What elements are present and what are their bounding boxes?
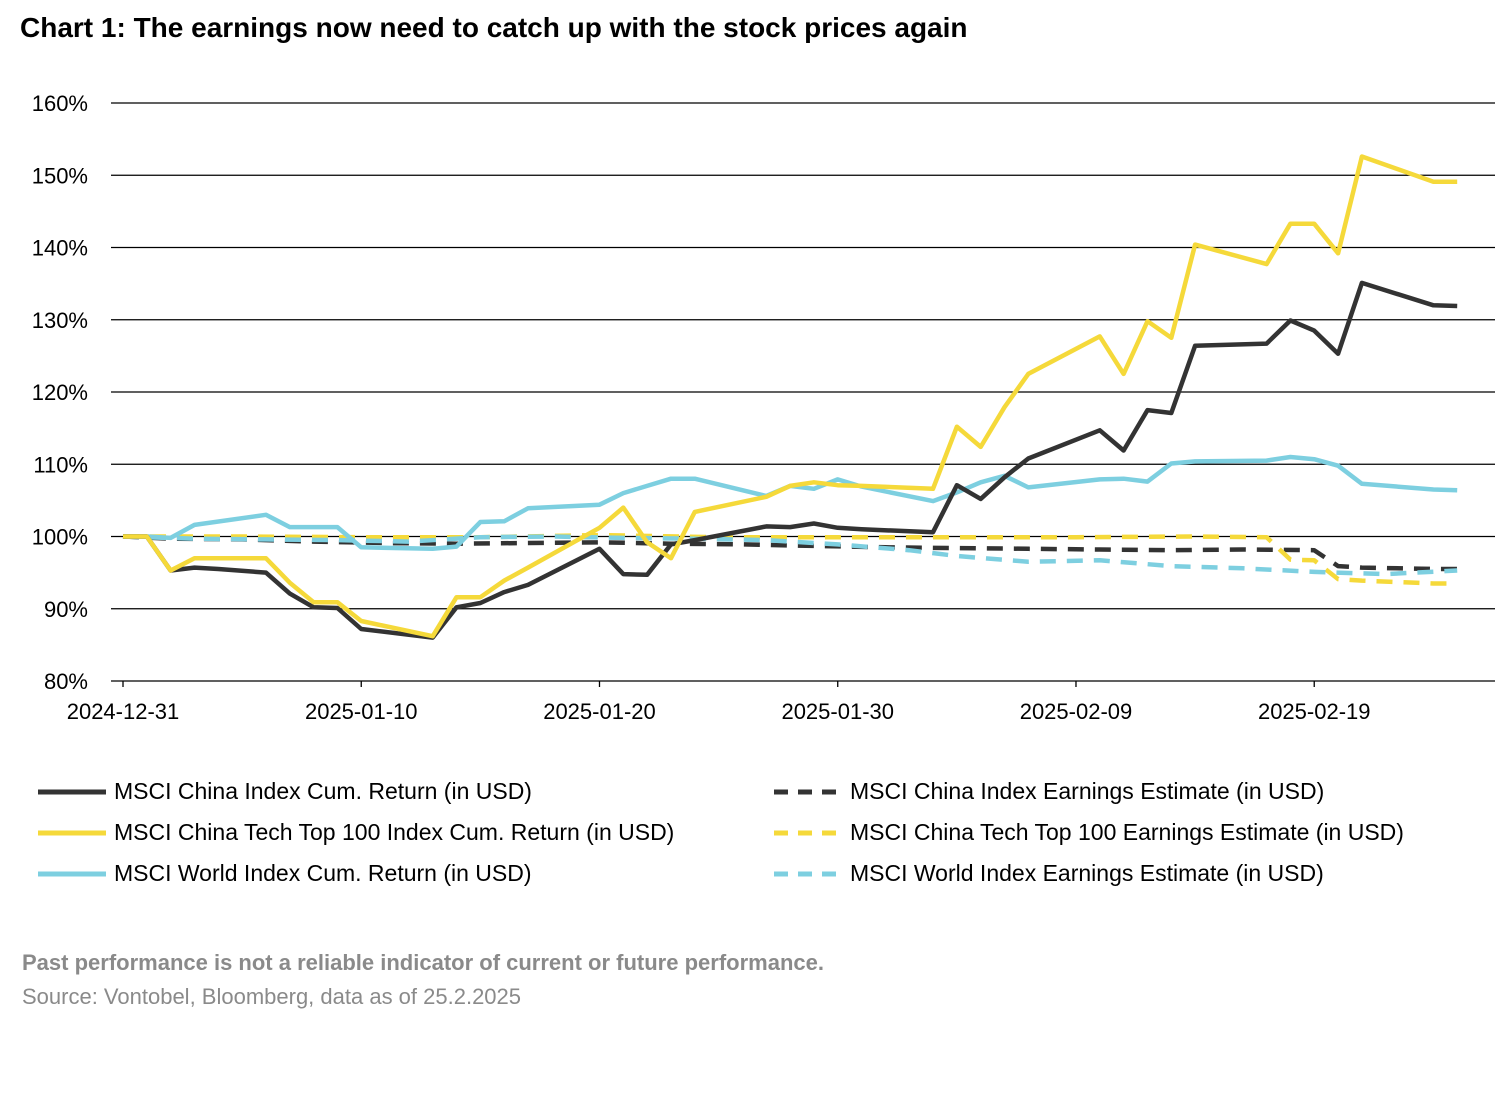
y-tick-label: 90% <box>44 597 88 622</box>
legend-label: MSCI China Index Cum. Return (in USD) <box>114 778 532 804</box>
legend: MSCI China Index Cum. Return (in USD) MS… <box>36 778 1496 908</box>
y-tick-label: 100% <box>32 525 88 550</box>
x-tick-label: 2025-01-30 <box>781 699 894 724</box>
legend-label: MSCI China Index Earnings Estimate (in U… <box>850 778 1325 804</box>
x-axis-ticks: 2024-12-31 2025-01-10 2025-01-20 2025-01-30… <box>67 681 1371 724</box>
legend-item-china-earnings: MSCI China Index Earnings Estimate (in U… <box>772 778 1324 805</box>
disclaimer: Past performance is not a reliable indic… <box>22 950 824 975</box>
series-line-5 <box>122 534 1458 577</box>
series-line-4 <box>123 532 1458 586</box>
chart-title: Chart 1: The earnings now need to catch … <box>20 12 968 43</box>
y-axis-ticks: 80% 90% 100% 110% 120% 130% 140% 150% 160% <box>32 91 88 694</box>
y-tick-label: 130% <box>32 308 88 333</box>
legend-label: MSCI China Tech Top 100 Earnings Estimat… <box>850 819 1404 845</box>
legend-swatch-china-earnings <box>774 789 842 794</box>
legend-item-china-return: MSCI China Index Cum. Return (in USD) <box>36 778 532 805</box>
legend-swatch-world-earnings <box>774 871 842 876</box>
legend-item-world-earnings: MSCI World Index Earnings Estimate (in U… <box>772 860 1324 887</box>
y-tick-label: 140% <box>32 236 88 261</box>
y-tick-label: 160% <box>32 91 88 116</box>
legend-item-china-tech-earnings: MSCI China Tech Top 100 Earnings Estimat… <box>772 819 1404 846</box>
legend-swatch-china-tech-return <box>38 830 106 835</box>
y-tick-label: 110% <box>33 452 88 477</box>
y-tick-label: 80% <box>44 669 88 694</box>
gridlines <box>111 102 1495 682</box>
x-tick-label: 2025-02-19 <box>1258 699 1371 724</box>
legend-label: MSCI World Index Earnings Estimate (in U… <box>850 860 1324 886</box>
legend-item-china-tech-return: MSCI China Tech Top 100 Index Cum. Retur… <box>36 819 674 846</box>
legend-label: MSCI World Index Cum. Return (in USD) <box>114 860 532 886</box>
legend-item-world-return: MSCI World Index Cum. Return (in USD) <box>36 860 532 887</box>
x-tick-label: 2025-01-20 <box>543 699 656 724</box>
x-tick-label: 2025-02-09 <box>1020 699 1133 724</box>
source-note: Source: Vontobel, Bloomberg, data as of … <box>22 984 522 1009</box>
legend-swatch-china-return <box>38 789 106 794</box>
y-tick-label: 120% <box>32 380 88 405</box>
x-tick-label: 2024-12-31 <box>67 699 180 724</box>
legend-swatch-china-tech-earnings <box>774 830 842 835</box>
series-line-1 <box>123 154 1458 639</box>
legend-label: MSCI China Tech Top 100 Index Cum. Retur… <box>114 819 675 845</box>
y-tick-label: 150% <box>32 163 88 188</box>
series-lines <box>122 154 1458 640</box>
legend-swatch-world-return <box>38 871 106 876</box>
line-chart: 80% 90% 100% 110% 120% 130% 140% 150% 160% 2024-… <box>32 91 1495 724</box>
x-tick-label: 2025-01-10 <box>305 699 418 724</box>
series-line-0 <box>123 280 1458 640</box>
